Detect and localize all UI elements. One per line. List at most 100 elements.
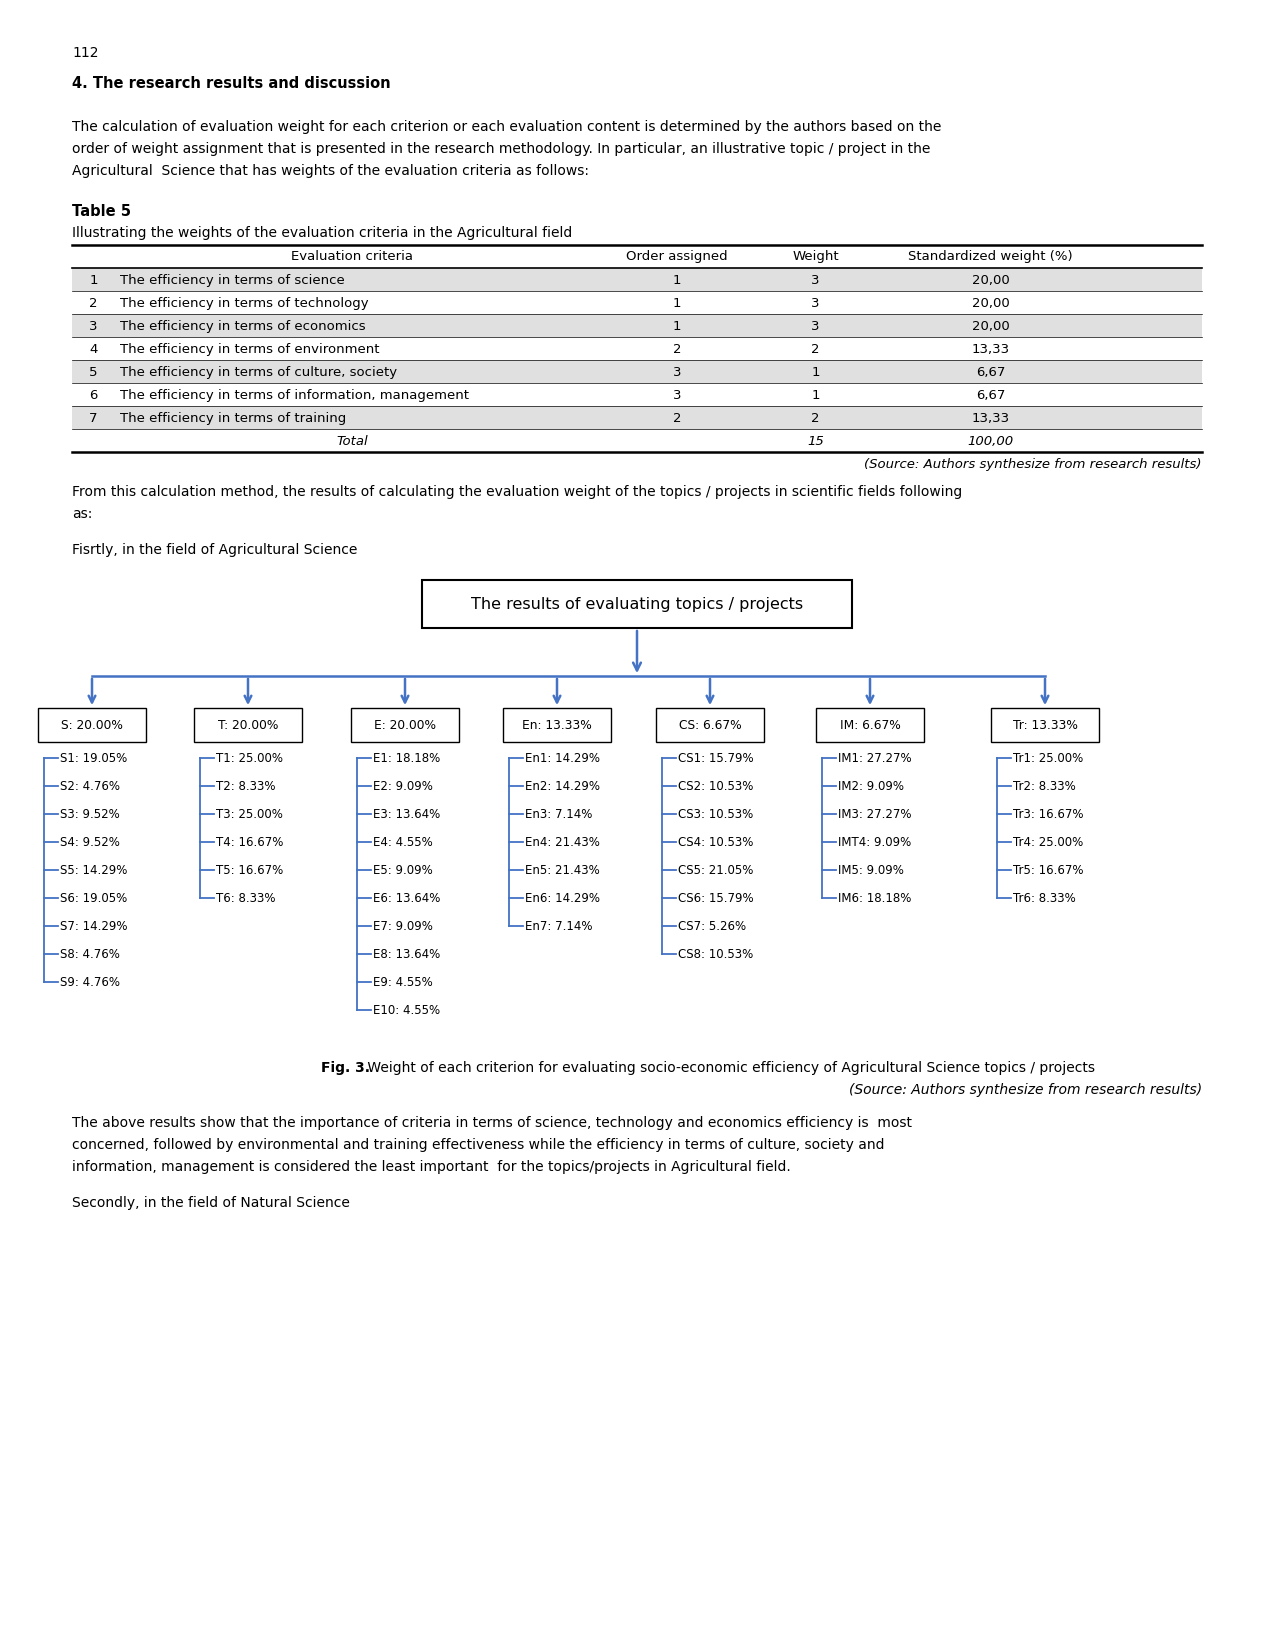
Text: order of weight assignment that is presented in the research methodology. In par: order of weight assignment that is prese…: [73, 142, 930, 157]
Text: T: 20.00%: T: 20.00%: [218, 719, 278, 732]
Text: CS5: 21.05%: CS5: 21.05%: [678, 864, 753, 877]
Text: 1: 1: [89, 274, 98, 287]
Bar: [422, 580, 852, 628]
Text: E4: 4.55%: E4: 4.55%: [373, 836, 433, 849]
Text: S7: 14.29%: S7: 14.29%: [60, 920, 127, 933]
Text: 2: 2: [673, 343, 682, 356]
Text: 20,00: 20,00: [972, 297, 1009, 310]
Text: En: 13.33%: En: 13.33%: [522, 719, 592, 732]
Text: Tr: 13.33%: Tr: 13.33%: [1013, 719, 1078, 732]
Text: The efficiency in terms of culture, society: The efficiency in terms of culture, soci…: [120, 366, 397, 379]
Text: 1: 1: [673, 320, 682, 333]
Text: Standardized weight (%): Standardized weight (%): [908, 250, 1073, 262]
Text: S3: 9.52%: S3: 9.52%: [60, 808, 120, 821]
Text: as:: as:: [73, 506, 93, 521]
Bar: [73, 315, 1201, 338]
Text: 3: 3: [812, 297, 819, 310]
Text: CS4: 10.53%: CS4: 10.53%: [678, 836, 753, 849]
Text: The calculation of evaluation weight for each criterion or each evaluation conte: The calculation of evaluation weight for…: [73, 120, 941, 133]
Text: E9: 4.55%: E9: 4.55%: [373, 976, 433, 989]
Text: CS: 6.67%: CS: 6.67%: [679, 719, 741, 732]
Text: 20,00: 20,00: [972, 320, 1009, 333]
Bar: [38, 709, 147, 743]
Text: IM: 6.67%: IM: 6.67%: [840, 719, 901, 732]
Text: 4: 4: [89, 343, 98, 356]
Text: The efficiency in terms of environment: The efficiency in terms of environment: [120, 343, 380, 356]
Text: E5: 9.09%: E5: 9.09%: [373, 864, 433, 877]
Text: CS6: 15.79%: CS6: 15.79%: [678, 892, 754, 905]
Bar: [817, 709, 924, 743]
Text: Weight of each criterion for evaluating socio-economic efficiency of Agricultura: Weight of each criterion for evaluating …: [363, 1060, 1094, 1074]
Text: 2: 2: [812, 343, 819, 356]
Text: S6: 19.05%: S6: 19.05%: [60, 892, 127, 905]
Text: 112: 112: [73, 46, 98, 59]
Text: 6: 6: [89, 389, 98, 402]
Text: 5: 5: [89, 366, 98, 379]
Text: 3: 3: [812, 274, 819, 287]
Text: CS1: 15.79%: CS1: 15.79%: [678, 751, 754, 765]
Text: 3: 3: [89, 320, 98, 333]
Text: E3: 13.64%: E3: 13.64%: [373, 808, 441, 821]
Text: T5: 16.67%: T5: 16.67%: [217, 864, 283, 877]
Text: T4: 16.67%: T4: 16.67%: [217, 836, 283, 849]
Text: En4: 21.43%: En4: 21.43%: [525, 836, 600, 849]
Text: CS7: 5.26%: CS7: 5.26%: [678, 920, 747, 933]
Bar: [194, 709, 302, 743]
Text: 2: 2: [812, 412, 819, 425]
Text: T1: 25.00%: T1: 25.00%: [217, 751, 283, 765]
Text: En2: 14.29%: En2: 14.29%: [525, 780, 600, 793]
Text: The efficiency in terms of training: The efficiency in terms of training: [120, 412, 347, 425]
Text: (Source: Authors synthesize from research results): (Source: Authors synthesize from researc…: [848, 1083, 1201, 1096]
Bar: [73, 361, 1201, 384]
Text: 1: 1: [812, 366, 819, 379]
Text: Tr2: 8.33%: Tr2: 8.33%: [1013, 780, 1075, 793]
Text: IM6: 18.18%: IM6: 18.18%: [838, 892, 911, 905]
Text: Tr1: 25.00%: Tr1: 25.00%: [1013, 751, 1083, 765]
Text: 2: 2: [673, 412, 682, 425]
Text: IM1: 27.27%: IM1: 27.27%: [838, 751, 912, 765]
Text: concerned, followed by environmental and training effectiveness while the effici: concerned, followed by environmental and…: [73, 1137, 884, 1152]
Text: 7: 7: [89, 412, 98, 425]
Text: S1: 19.05%: S1: 19.05%: [60, 751, 127, 765]
Text: From this calculation method, the results of calculating the evaluation weight o: From this calculation method, the result…: [73, 485, 962, 499]
Text: 20,00: 20,00: [972, 274, 1009, 287]
Text: IMT4: 9.09%: IMT4: 9.09%: [838, 836, 911, 849]
Text: T6: 8.33%: T6: 8.33%: [217, 892, 275, 905]
Text: 3: 3: [812, 320, 819, 333]
Text: The above results show that the importance of criteria in terms of science, tech: The above results show that the importan…: [73, 1116, 912, 1129]
Text: Tr6: 8.33%: Tr6: 8.33%: [1013, 892, 1075, 905]
Text: IM3: 27.27%: IM3: 27.27%: [838, 808, 911, 821]
Bar: [991, 709, 1099, 743]
Text: The efficiency in terms of science: The efficiency in terms of science: [120, 274, 345, 287]
Text: E: 20.00%: E: 20.00%: [375, 719, 436, 732]
Text: Order assigned: Order assigned: [627, 250, 727, 262]
Text: CS3: 10.53%: CS3: 10.53%: [678, 808, 753, 821]
Bar: [73, 407, 1201, 430]
Text: E10: 4.55%: E10: 4.55%: [373, 1004, 440, 1017]
Text: En6: 14.29%: En6: 14.29%: [525, 892, 600, 905]
Text: S: 20.00%: S: 20.00%: [61, 719, 122, 732]
Text: 13,33: 13,33: [972, 343, 1010, 356]
Text: S8: 4.76%: S8: 4.76%: [60, 948, 120, 961]
Text: 6,67: 6,67: [976, 389, 1005, 402]
Text: CS8: 10.53%: CS8: 10.53%: [678, 948, 753, 961]
Text: information, management is considered the least important  for the topics/projec: information, management is considered th…: [73, 1159, 791, 1173]
Text: Table 5: Table 5: [73, 204, 131, 219]
Text: CS2: 10.53%: CS2: 10.53%: [678, 780, 753, 793]
Text: En3: 7.14%: En3: 7.14%: [525, 808, 592, 821]
Text: S9: 4.76%: S9: 4.76%: [60, 976, 120, 989]
Text: 4. The research results and discussion: 4. The research results and discussion: [73, 76, 391, 91]
Text: S2: 4.76%: S2: 4.76%: [60, 780, 120, 793]
Text: 100,00: 100,00: [968, 435, 1014, 448]
Text: Tr5: 16.67%: Tr5: 16.67%: [1013, 864, 1083, 877]
Text: 3: 3: [673, 389, 682, 402]
Text: (Source: Authors synthesize from research results): (Source: Authors synthesize from researc…: [865, 458, 1201, 471]
Text: Fig. 3.: Fig. 3.: [321, 1060, 369, 1074]
Text: Total: Total: [336, 435, 368, 448]
Text: S4: 9.52%: S4: 9.52%: [60, 836, 120, 849]
Text: En5: 21.43%: En5: 21.43%: [525, 864, 600, 877]
Text: E7: 9.09%: E7: 9.09%: [373, 920, 433, 933]
Text: The efficiency in terms of economics: The efficiency in terms of economics: [120, 320, 366, 333]
Text: 1: 1: [673, 297, 682, 310]
Text: 3: 3: [673, 366, 682, 379]
